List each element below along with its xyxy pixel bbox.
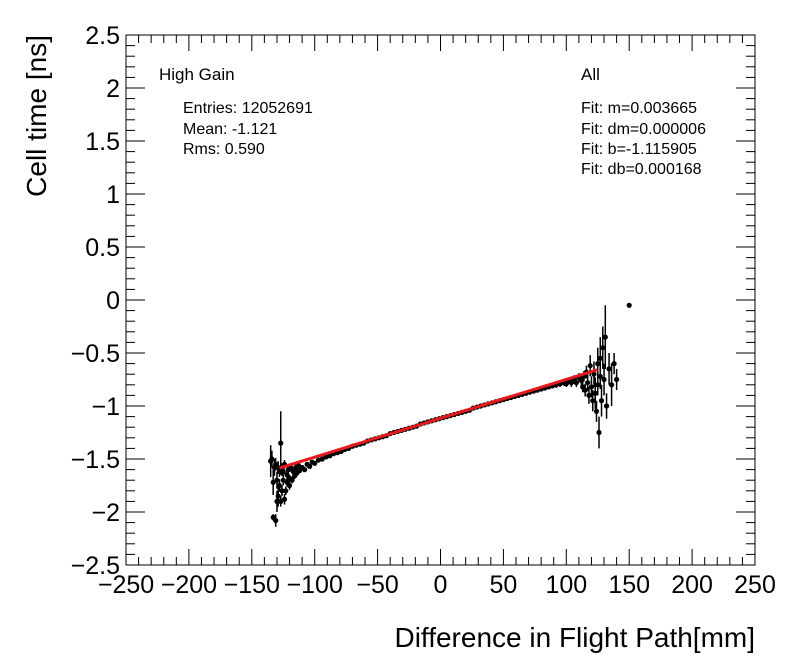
y-tick-label: 1 — [106, 181, 120, 209]
data-point — [611, 361, 617, 367]
gain-label: High Gain — [159, 65, 235, 84]
data-point — [626, 302, 632, 308]
y-tick-label: 0 — [106, 287, 120, 315]
x-tick-label: −100 — [287, 571, 343, 599]
entries-stat: Entries: 12052691 — [183, 100, 313, 117]
y-tick-label: 0.5 — [85, 234, 120, 262]
y-tick-label: −0.5 — [71, 340, 120, 368]
y-tick-label: 1.5 — [85, 128, 120, 156]
mean-stat: Mean: -1.121 — [183, 121, 277, 138]
data-point — [595, 361, 601, 367]
data-point — [269, 456, 275, 462]
data-point — [270, 479, 276, 485]
fit-m-stat: Fit: m=0.003665 — [581, 100, 697, 117]
data-point — [601, 376, 607, 383]
y-tick-label: 2.5 — [85, 22, 120, 50]
x-tick-label: 150 — [608, 571, 650, 599]
data-point — [276, 482, 283, 489]
data-point — [582, 387, 588, 393]
x-tick-label: −200 — [161, 571, 217, 599]
data-point — [597, 373, 603, 379]
rms-stat: Rms: 0.590 — [183, 141, 265, 158]
data-point — [327, 453, 333, 459]
y-tick-label: −1 — [91, 393, 120, 421]
data-point — [280, 477, 286, 483]
data-point — [592, 390, 598, 396]
data-point — [598, 398, 605, 404]
data-point — [588, 384, 595, 390]
data-point — [312, 460, 318, 466]
data-point — [596, 429, 602, 436]
data-point — [590, 398, 596, 404]
fit-line — [279, 368, 599, 470]
y-tick-label: −2.5 — [71, 552, 120, 580]
fit-dm-stat: Fit: dm=0.000006 — [581, 121, 706, 138]
plot-frame — [125, 34, 756, 566]
fit-b-stat: Fit: b=-1.115905 — [581, 141, 697, 158]
fit-db-stat: Fit: db=0.000168 — [581, 161, 702, 178]
data-point — [319, 456, 325, 462]
data-point — [608, 382, 615, 388]
x-tick-label: 200 — [671, 571, 713, 599]
data-point — [281, 496, 288, 502]
data-point — [289, 477, 295, 483]
data-point — [302, 467, 308, 473]
data-point — [280, 469, 286, 475]
axis-ticks — [125, 34, 756, 566]
data-point — [587, 363, 593, 369]
data-point — [275, 493, 281, 499]
x-tick-label: 0 — [434, 571, 448, 599]
x-tick-label: −150 — [224, 571, 280, 599]
x-tick-label: −250 — [98, 571, 154, 599]
data-point — [573, 380, 579, 386]
data-point — [614, 376, 620, 383]
data-point — [593, 408, 600, 414]
y-tick-label: −2 — [91, 499, 120, 527]
data-point — [606, 366, 612, 372]
data-point — [278, 440, 284, 446]
data-point — [591, 371, 597, 377]
selection-label: All — [581, 65, 600, 84]
data-point — [600, 345, 606, 351]
data-point — [602, 334, 608, 340]
tick-labels: −250 −200 −150 −100 −50 0 50 100 150 200 250 2.5 2 1.… — [71, 22, 776, 599]
y-tick-label: −1.5 — [71, 446, 120, 474]
data-point — [585, 380, 591, 386]
data-point — [597, 355, 603, 361]
x-tick-label: 100 — [545, 571, 587, 599]
data-point — [283, 488, 289, 494]
data-point — [586, 392, 592, 398]
data-point — [595, 382, 601, 388]
data-point — [274, 477, 280, 483]
y-axis-title: Cell time [ns] — [21, 35, 52, 197]
data-point — [603, 403, 610, 409]
data-point — [279, 488, 285, 494]
x-tick-label: −50 — [356, 571, 398, 599]
x-tick-label: 250 — [734, 571, 776, 599]
fit-line-layer — [279, 368, 599, 470]
data-point — [307, 463, 313, 470]
data-point — [273, 517, 279, 524]
data-point — [286, 482, 293, 489]
x-tick-label: 50 — [489, 571, 517, 599]
x-axis-title: Difference in Flight Path[mm] — [394, 622, 755, 653]
data-point — [278, 498, 284, 504]
y-tick-label: 2 — [106, 75, 120, 103]
